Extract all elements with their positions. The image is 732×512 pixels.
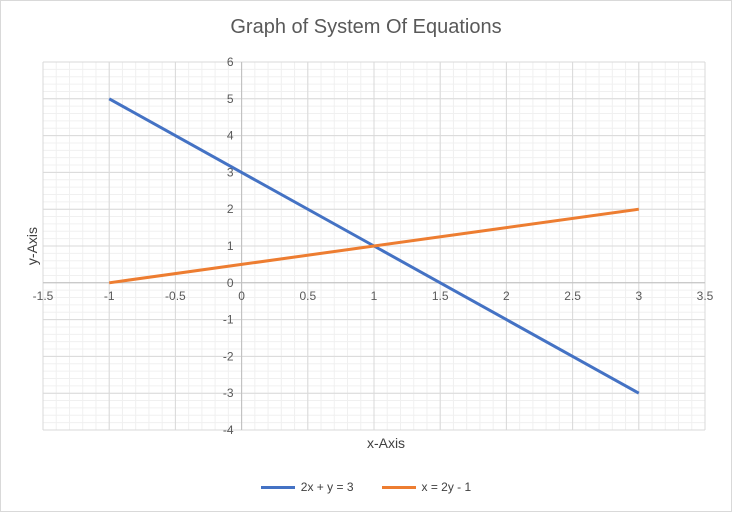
x-tick-label: -1	[104, 289, 115, 303]
y-tick-label: -2	[223, 349, 234, 363]
x-tick-label: 2	[503, 289, 510, 303]
x-tick-label: -0.5	[165, 289, 186, 303]
legend-item-series-2: x = 2y - 1	[381, 480, 472, 494]
chart-legend: 2x + y = 3 x = 2y - 1	[0, 480, 732, 494]
x-tick-label: -1.5	[33, 289, 54, 303]
x-tick-label: 0.5	[299, 289, 316, 303]
legend-label-series-1: 2x + y = 3	[300, 480, 354, 494]
y-tick-label: -4	[223, 423, 234, 437]
y-axis-title: y-Axis	[24, 227, 40, 265]
x-tick-label: 1.5	[432, 289, 449, 303]
y-tick-label: 4	[227, 129, 234, 143]
x-tick-label: 1	[371, 289, 378, 303]
y-tick-label: -3	[223, 386, 234, 400]
x-tick-label: 3	[635, 289, 642, 303]
legend-item-series-1: 2x + y = 3	[260, 480, 354, 494]
legend-swatch-series-2	[381, 485, 416, 489]
y-tick-label: 5	[227, 92, 234, 106]
y-tick-label: 2	[227, 202, 234, 216]
series-line-2	[108, 207, 640, 285]
y-tick-label: 1	[227, 239, 234, 253]
chart-title: Graph of System Of Equations	[230, 16, 502, 38]
y-tick-label: 6	[227, 55, 234, 69]
y-tick-label: -1	[223, 313, 234, 327]
x-tick-label: 3.5	[697, 289, 714, 303]
y-tick-label: 0	[227, 276, 234, 290]
x-tick-label: 2.5	[564, 289, 581, 303]
y-tick-label: 3	[227, 165, 234, 179]
legend-label-series-2: x = 2y - 1	[421, 480, 472, 494]
series-line-1	[108, 97, 640, 395]
x-axis-title: x-Axis	[367, 435, 405, 451]
x-tick-label: 0	[238, 289, 245, 303]
legend-swatch-series-1	[260, 485, 295, 489]
